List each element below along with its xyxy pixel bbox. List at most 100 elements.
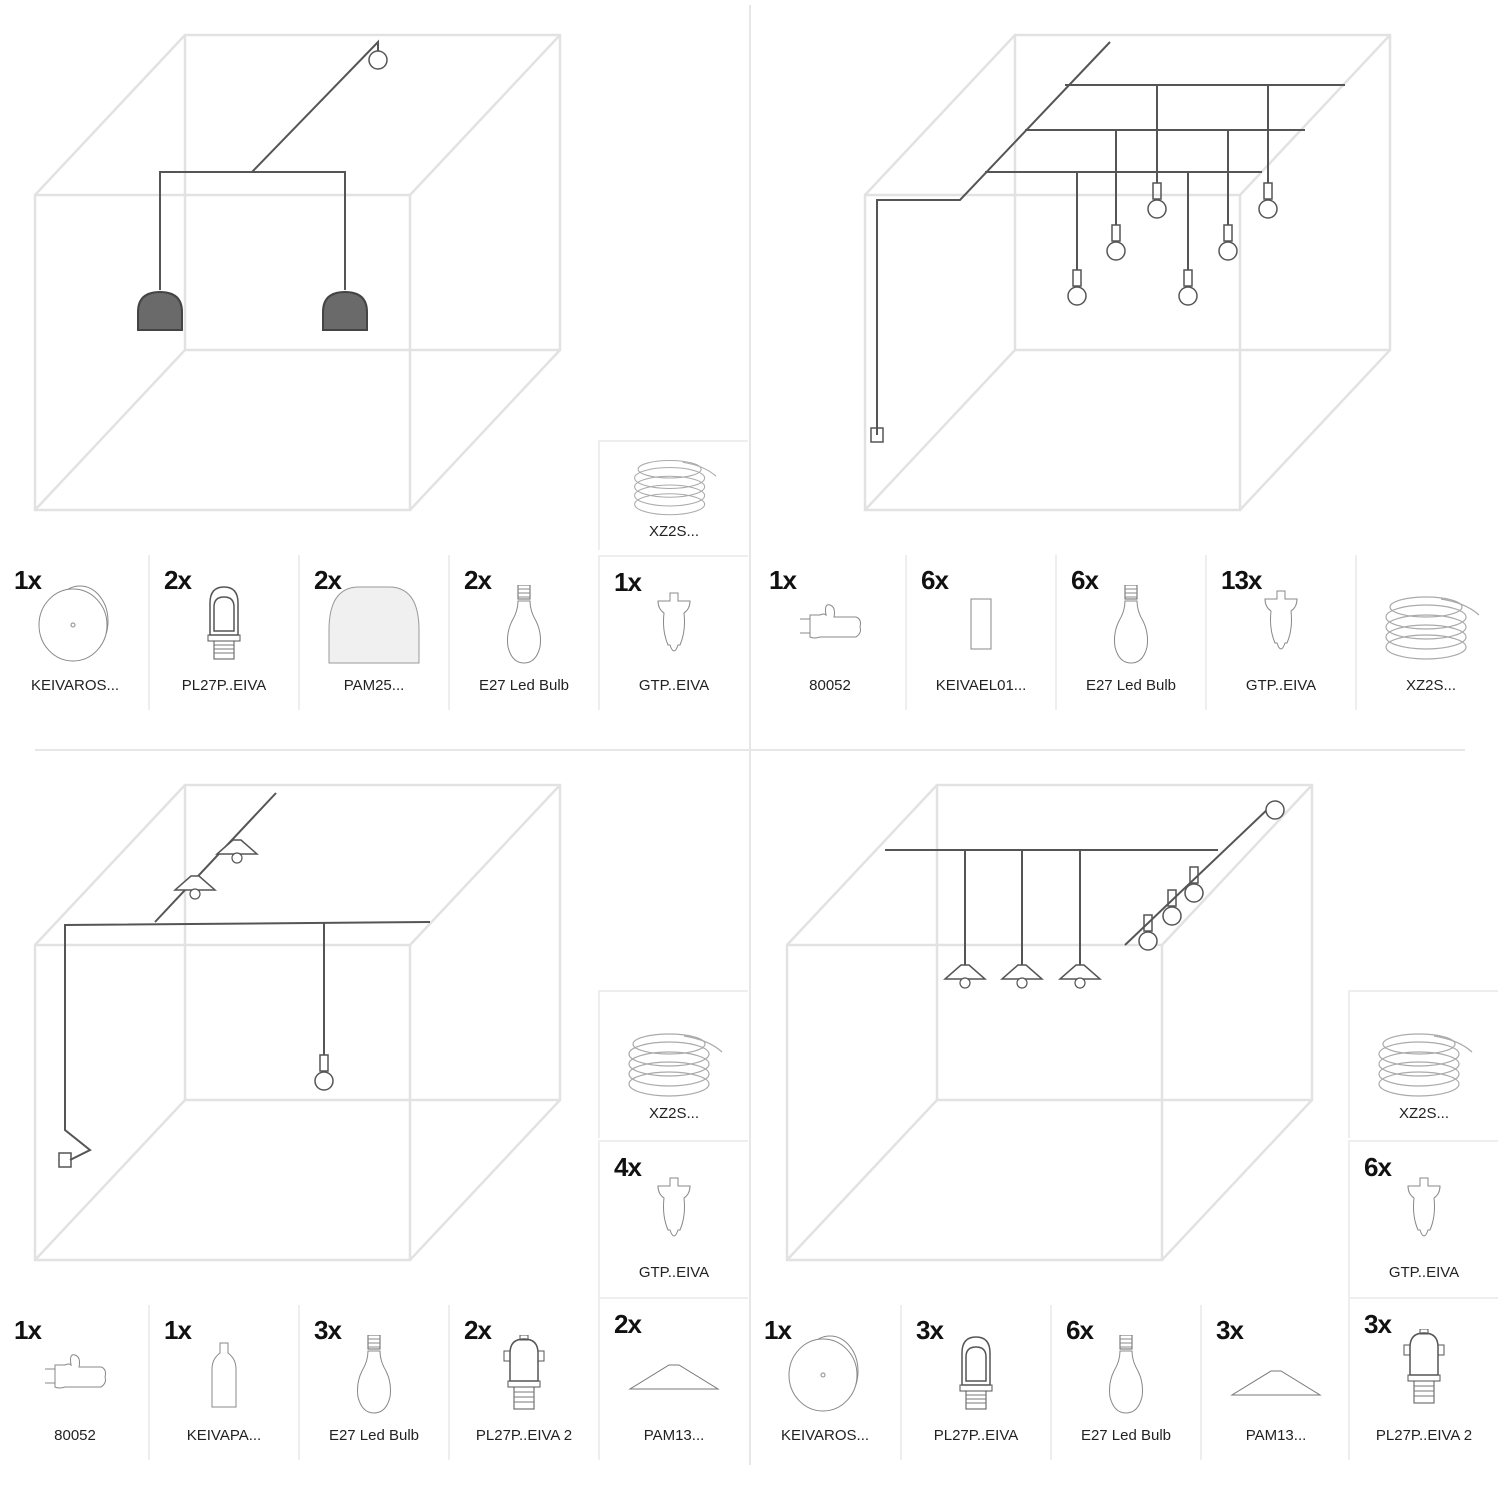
- part-quantity: 6x: [1066, 1315, 1094, 1345]
- wall-plug: [58, 1152, 72, 1168]
- cylinder-holder-icon: [931, 585, 1031, 665]
- part-quantity: 13x: [1221, 565, 1262, 595]
- cable-coil-icon: [1374, 1022, 1474, 1102]
- part-code: KEIVAEL01...: [935, 677, 1027, 694]
- cable: [159, 171, 346, 290]
- room-outline: [785, 783, 1314, 1262]
- bulb: [1258, 182, 1278, 219]
- cable-coil-icon: [1381, 585, 1481, 665]
- part-code: 80052: [809, 677, 851, 694]
- part-card: XZ2S...: [598, 990, 748, 1138]
- part-card: 1x 80052: [0, 1305, 150, 1460]
- part-card: 2x E27 Led Bulb: [448, 555, 598, 710]
- part-code: KEIVAPA...: [186, 1427, 262, 1444]
- part-code: GTP..EIVA: [638, 677, 710, 694]
- flat-shade: [1000, 964, 1044, 989]
- part-card: 2x PL27P..EIVA 2: [448, 1305, 598, 1460]
- part-code: KEIVAROS...: [30, 677, 120, 694]
- part-quantity: 6x: [1071, 565, 1099, 595]
- part-code: PL27P..EIVA: [181, 677, 267, 694]
- part-card: XZ2S...: [1348, 990, 1498, 1138]
- part-card: 3x PAM13...: [1200, 1305, 1350, 1460]
- flat-shade-icon: [624, 1329, 724, 1409]
- room-outline: [33, 783, 562, 1262]
- part-card: 1x KEIVAROS...: [750, 1305, 900, 1460]
- lamp-holder-icon: [174, 585, 274, 665]
- part-code: PAM13...: [643, 1427, 705, 1444]
- part-quantity: 4x: [614, 1152, 642, 1182]
- part-quantity: 1x: [764, 1315, 792, 1345]
- part-code: XZ2S...: [1405, 677, 1457, 694]
- part-code: XZ2S...: [648, 523, 700, 540]
- part-quantity: 2x: [314, 565, 342, 595]
- part-code: KEIVAROS...: [780, 1427, 870, 1444]
- part-card: 2x PL27P..EIVA: [148, 555, 298, 710]
- part-card: XZ2S...: [598, 440, 748, 550]
- bottle-holder-icon: [174, 1335, 274, 1415]
- part-code: GTP..EIVA: [638, 1264, 710, 1281]
- part-quantity: 6x: [1364, 1152, 1392, 1182]
- plug-icon: [780, 585, 880, 665]
- ceiling-rose: [368, 50, 388, 70]
- part-card: 3x PL27P..EIVA: [900, 1305, 1050, 1460]
- cable: [64, 921, 431, 1161]
- part-card: 2x PAM13...: [598, 1297, 748, 1460]
- bulb: [1162, 889, 1182, 926]
- part-code: GTP..EIVA: [1388, 1264, 1460, 1281]
- bulb: [1106, 224, 1126, 261]
- part-code: E27 Led Bulb: [1080, 1427, 1172, 1444]
- bulb: [1138, 914, 1158, 951]
- part-quantity: 3x: [1364, 1309, 1392, 1339]
- part-quantity: 1x: [14, 565, 42, 595]
- dome-shade-icon: [324, 585, 424, 665]
- bulb: [1147, 182, 1167, 219]
- bulb-icon: [324, 1335, 424, 1415]
- bulb: [1067, 269, 1087, 306]
- part-card: 6x E27 Led Bulb: [1055, 555, 1205, 710]
- part-card: 1x KEIVAPA...: [148, 1305, 298, 1460]
- part-code: GTP..EIVA: [1245, 677, 1317, 694]
- part-quantity: 1x: [14, 1315, 42, 1345]
- flat-shade: [1058, 964, 1102, 989]
- part-card: 6x GTP..EIVA: [1348, 1140, 1498, 1297]
- part-quantity: 3x: [1216, 1315, 1244, 1345]
- dome-shade: [137, 290, 183, 331]
- part-card: 6x E27 Led Bulb: [1050, 1305, 1200, 1460]
- part-card: 6x KEIVAEL01...: [905, 555, 1055, 710]
- part-code: PAM25...: [343, 677, 405, 694]
- cable: [251, 39, 379, 173]
- flat-shade: [173, 875, 217, 900]
- part-code: 80052: [54, 1427, 96, 1444]
- part-quantity: 3x: [314, 1315, 342, 1345]
- lamp-holder-ring-icon: [474, 1335, 574, 1415]
- bulb: [1184, 866, 1204, 903]
- cable-coil-icon: [624, 1022, 724, 1102]
- part-code: E27 Led Bulb: [1085, 677, 1177, 694]
- part-quantity: 1x: [164, 1315, 192, 1345]
- plug-icon: [25, 1335, 125, 1415]
- cable: [876, 41, 1111, 435]
- part-card: 13x GTP..EIVA: [1205, 555, 1355, 710]
- part-card: 1x 80052: [755, 555, 905, 710]
- ceiling-rose-icon: [25, 585, 125, 665]
- bulb-icon: [474, 585, 574, 665]
- cable-holder-icon: [1374, 1172, 1474, 1252]
- cable-holder-icon: [1231, 585, 1331, 665]
- cable-coil-icon: [624, 450, 724, 520]
- part-card: 4x GTP..EIVA: [598, 1140, 748, 1297]
- bulb-icon: [1081, 585, 1181, 665]
- part-card: 3x PL27P..EIVA 2: [1348, 1297, 1498, 1460]
- part-card: 3x E27 Led Bulb: [298, 1305, 448, 1460]
- part-code: E27 Led Bulb: [328, 1427, 420, 1444]
- part-quantity: 1x: [769, 565, 797, 595]
- room-outline: [863, 33, 1392, 512]
- part-quantity: 2x: [614, 1309, 642, 1339]
- part-code: PAM13...: [1245, 1427, 1307, 1444]
- part-quantity: 2x: [164, 565, 192, 595]
- part-code: XZ2S...: [648, 1105, 700, 1122]
- part-code: PL27P..EIVA 2: [475, 1427, 573, 1444]
- bulb: [314, 1054, 334, 1091]
- part-quantity: 2x: [464, 1315, 492, 1345]
